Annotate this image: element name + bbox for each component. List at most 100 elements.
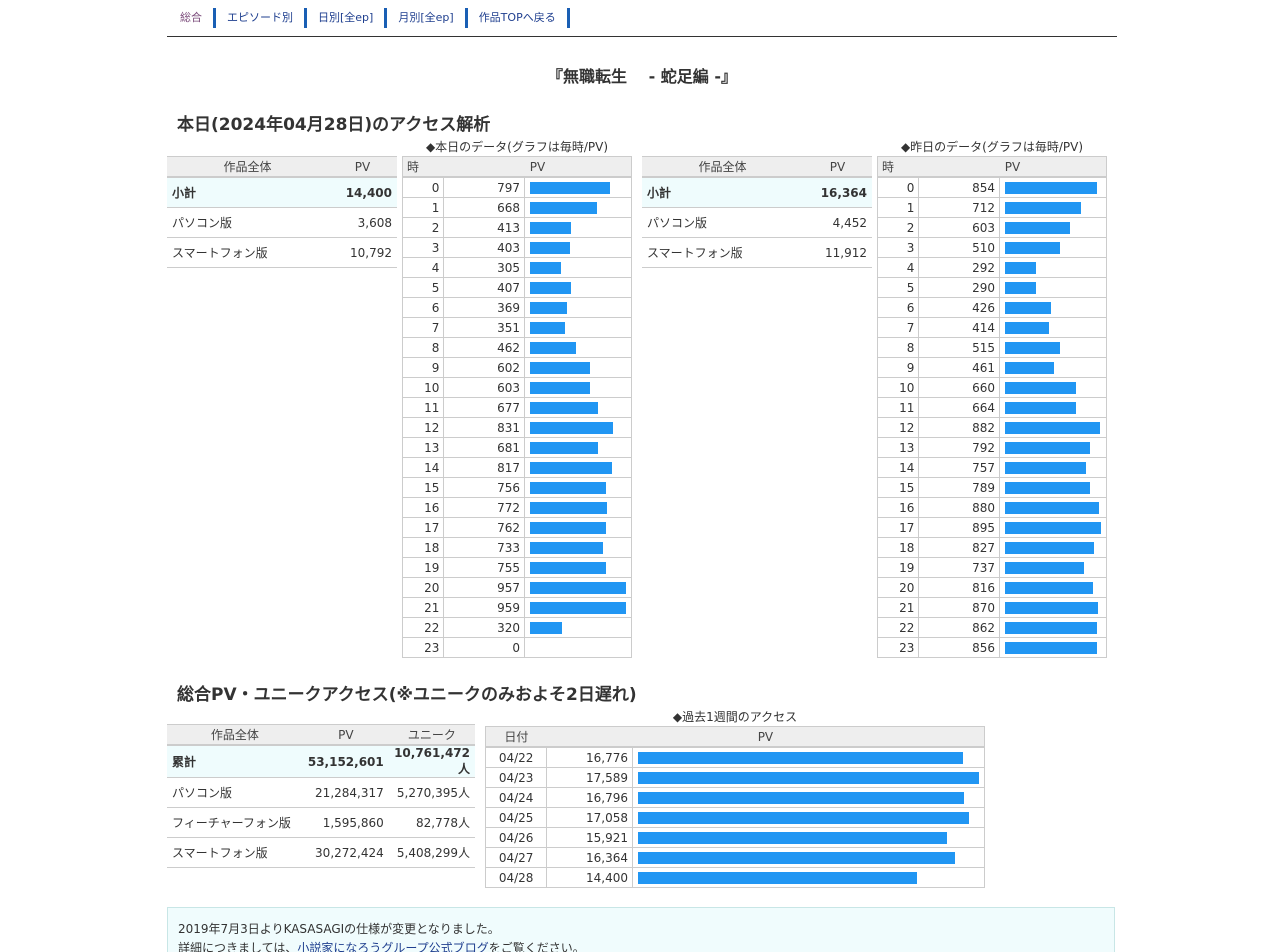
blog-link[interactable]: 小説家になろうグループ公式ブログ <box>297 941 489 952</box>
table-row: 5 407 <box>401 277 632 298</box>
value-cell: 11,912 <box>803 237 872 268</box>
total-table: 作品全体 PV ユニーク 累計 53,152,601 10,761,472人 パソコン版 21… <box>167 724 475 868</box>
table-row: スマートフォン版 30,272,424 5,408,299人 <box>167 837 475 868</box>
nav-total[interactable]: 総合 <box>173 8 216 28</box>
value-cell: 17,589 <box>546 767 633 788</box>
nav-work-top[interactable]: 作品TOPへ戻る <box>468 8 570 28</box>
value-cell: 789 <box>918 477 1000 498</box>
table-row: 12 831 <box>401 417 632 438</box>
value-cell: 407 <box>443 277 525 298</box>
nav-episode[interactable]: エピソード別 <box>216 8 307 28</box>
value-cell: 82,778人 <box>388 807 475 838</box>
table-row: 6 426 <box>876 297 1107 318</box>
label-cell: 23 <box>876 637 920 658</box>
table-row: 5 290 <box>876 277 1107 298</box>
label-cell: 9 <box>876 357 920 378</box>
label-cell: スマートフォン版 <box>167 237 328 268</box>
label-cell: フィーチャーフォン版 <box>167 807 303 838</box>
bar <box>1005 621 1098 634</box>
bar-cell <box>632 847 985 868</box>
label-cell: 累計 <box>167 745 303 778</box>
table-row: 19 755 <box>401 557 632 578</box>
label-cell: 4 <box>876 257 920 278</box>
bar-cell <box>632 787 985 808</box>
bar-cell <box>999 197 1107 218</box>
table-row: 04/24 16,796 <box>484 787 985 808</box>
table-row: 7 351 <box>401 317 632 338</box>
bar <box>638 811 969 824</box>
value-cell: 305 <box>443 257 525 278</box>
bar <box>530 321 566 334</box>
value-cell: 681 <box>443 437 525 458</box>
bar-cell <box>524 317 632 338</box>
table-row: 9 461 <box>876 357 1107 378</box>
table-row: 4 292 <box>876 257 1107 278</box>
table-row: 3 510 <box>876 237 1107 258</box>
table-row: パソコン版 21,284,317 5,270,395人 <box>167 777 475 808</box>
table-row: 22 862 <box>876 617 1107 638</box>
label-cell: 11 <box>401 397 445 418</box>
bar-cell <box>524 277 632 298</box>
label-cell: 2 <box>876 217 920 238</box>
bar-cell <box>999 477 1107 498</box>
bar-cell <box>524 397 632 418</box>
bar-cell <box>999 277 1107 298</box>
bar <box>1005 321 1050 334</box>
table-row: 13 681 <box>401 437 632 458</box>
value-cell: 4,452 <box>803 207 872 238</box>
yesterday-summary-table: 作品全体 PV 小計 16,364 パソコン版 4,452 スマートフォン版 11,912 <box>642 156 872 268</box>
value-cell: 30,272,424 <box>302 837 389 868</box>
bar <box>530 561 606 574</box>
value-cell: 462 <box>443 337 525 358</box>
bar-cell <box>999 297 1107 318</box>
label-cell: スマートフォン版 <box>642 237 803 268</box>
column-header: 作品全体 <box>167 724 303 746</box>
nav-daily[interactable]: 日別[全ep] <box>307 8 388 28</box>
label-cell: 04/24 <box>484 787 548 808</box>
value-cell: 16,796 <box>546 787 633 808</box>
bar-cell <box>524 377 632 398</box>
header-row: 作品全体 PV <box>642 156 872 178</box>
value-cell: 664 <box>918 397 1000 418</box>
bar <box>1005 201 1082 214</box>
bar-cell <box>999 257 1107 278</box>
table-row: 10 660 <box>876 377 1107 398</box>
label-cell: パソコン版 <box>167 777 303 808</box>
label-cell: パソコン版 <box>167 207 328 238</box>
bar-cell <box>524 577 632 598</box>
label-cell: 19 <box>401 557 445 578</box>
bar <box>1005 261 1037 274</box>
table-row: 23 856 <box>876 637 1107 658</box>
label-cell: 18 <box>401 537 445 558</box>
bar <box>530 221 572 234</box>
bar-cell <box>999 437 1107 458</box>
label-cell: 04/22 <box>484 746 548 768</box>
table-row: 18 827 <box>876 537 1107 558</box>
bar <box>530 521 607 534</box>
value-cell: 603 <box>918 217 1000 238</box>
value-cell: 797 <box>443 176 525 198</box>
notice-box: 2019年7月3日よりKASASAGIの仕様が変更となりました。 詳細につきまし… <box>167 907 1115 952</box>
column-header: 作品全体 <box>167 156 328 178</box>
bar-cell <box>524 217 632 238</box>
bar <box>1005 341 1061 354</box>
table-row: フィーチャーフォン版 1,595,860 82,778人 <box>167 807 475 838</box>
label-cell: 6 <box>401 297 445 318</box>
label-cell: 12 <box>401 417 445 438</box>
table-row: 04/27 16,364 <box>484 847 985 868</box>
bar-cell <box>999 397 1107 418</box>
label-cell: 8 <box>401 337 445 358</box>
bar-cell <box>524 417 632 438</box>
nav-monthly[interactable]: 月別[全ep] <box>387 8 468 28</box>
table-row: 04/28 14,400 <box>484 867 985 888</box>
bar <box>1005 381 1076 394</box>
bar-cell <box>632 827 985 848</box>
bar-cell <box>999 457 1107 478</box>
value-cell: 403 <box>443 237 525 258</box>
bar <box>530 361 591 374</box>
bar <box>1005 461 1087 474</box>
table-row: 04/22 16,776 <box>484 746 985 768</box>
label-cell: 14 <box>876 457 920 478</box>
week-caption: ◆過去1週間のアクセス <box>672 710 798 724</box>
value-cell: 16,776 <box>546 746 633 768</box>
